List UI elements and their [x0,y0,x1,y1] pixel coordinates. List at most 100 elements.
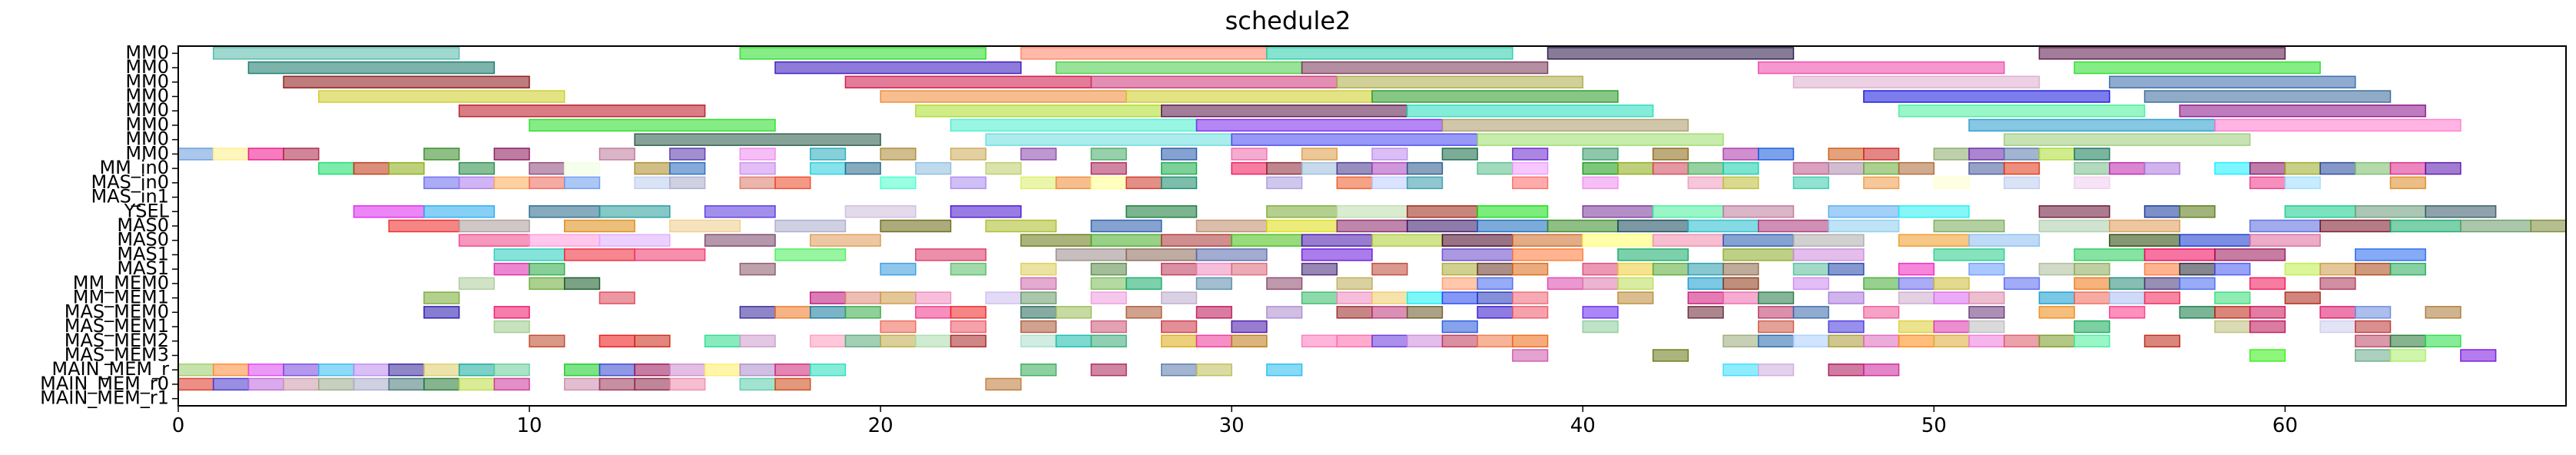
gantt-bar [1582,148,1619,161]
gantt-bar [1231,133,1478,146]
gantt-bar [1582,277,1619,291]
gantt-bar [493,262,530,276]
gantt-bar [1266,47,1513,60]
gantt-bar [1898,105,2146,118]
gantt-bar [1722,161,1759,175]
gantt-bar [1687,262,1724,276]
gantt-bar [739,47,986,60]
gantt-bar [2179,262,2216,276]
gantt-bar [1055,176,1092,190]
gantt-bar [1266,176,1303,190]
gantt-bar [598,363,635,377]
gantt-bar [1652,349,1689,362]
gantt-bar [2109,75,2356,89]
gantt-bar [1371,148,1408,161]
y-tick-label: MM_in0 [99,157,169,178]
gantt-bar [1547,219,1619,233]
gantt-bar [2038,262,2075,276]
gantt-bar [1371,306,1408,319]
gantt-bar [1792,262,1829,276]
gantt-bar [1020,234,1092,247]
gantt-bar [2143,334,2180,347]
gantt-bar [2530,219,2567,233]
gantt-bar [598,377,635,391]
gantt-bar [985,291,1022,304]
gantt-bar [493,248,565,261]
gantt-bar [739,161,776,175]
gantt-bar [1722,205,1795,218]
gantt-bar [1617,248,1689,261]
gantt-bar [1161,105,1408,118]
gantt-bar [1477,334,1513,347]
gantt-bar [1828,148,1865,161]
gantt-bar [1722,262,1759,276]
gantt-bar [739,306,776,319]
gantt-bar [283,377,320,391]
gantt-bar [458,176,496,190]
gantt-bar [2214,306,2251,319]
gantt-bar [1161,363,1198,377]
gantt-bar [774,363,811,377]
gantt-bar [1792,306,1829,319]
gantt-bar [1758,306,1795,319]
gantt-bar [2389,262,2426,276]
gantt-bar [1055,306,1092,319]
gantt-bar [1231,148,1268,161]
y-tick-label: MAS1 [117,243,169,264]
gantt-bar [2355,306,2392,319]
gantt-bar [2038,334,2075,347]
gantt-bar [2284,291,2321,304]
gantt-bar [247,377,284,391]
gantt-bar [2355,349,2392,362]
gantt-bar [2074,248,2146,261]
gantt-bar [1195,306,1232,319]
y-tick-label: MAS_MEM0 [65,301,169,322]
gantt-bar [1758,148,1795,161]
gantt-bar [493,363,530,377]
gantt-bar [1722,363,1759,377]
gantt-bar [212,47,460,60]
gantt-bar [2109,234,2180,247]
gantt-bar [1547,47,1795,60]
gantt-bar [1231,334,1268,347]
gantt-bar [318,363,355,377]
gantt-bar [1652,205,1724,218]
gantt-bar [1336,306,1373,319]
gantt-bar [1933,248,2005,261]
gantt-bar [1231,234,1303,247]
gantt-bar [1090,176,1127,190]
gantt-bar [1020,306,1057,319]
gantt-bar [669,363,706,377]
gantt-bar [1512,262,1549,276]
y-tick-label: MM0 [125,71,169,92]
gantt-bar [1301,148,1338,161]
gantt-bar [2074,176,2110,190]
gantt-bar [880,90,1127,103]
gantt-bar [774,219,847,233]
gantt-bar [2109,291,2146,304]
gantt-bar [1512,148,1549,161]
gantt-bar [353,205,425,218]
gantt-bar [2003,133,2251,146]
gantt-bar [985,161,1022,175]
gantt-bar [2249,277,2286,291]
gantt-bar [1406,176,1444,190]
y-tick-label: MM0 [125,85,169,107]
gantt-bar [1161,262,1198,276]
gantt-bar [844,205,917,218]
gantt-bar [1441,334,1478,347]
gantt-bar [1617,291,1654,304]
gantt-bar [423,363,460,377]
gantt-bar [1477,219,1549,233]
gantt-bar [2143,277,2180,291]
gantt-bar [1336,219,1408,233]
gantt-bar [1266,306,1303,319]
gantt-bar [2425,205,2497,218]
y-tick-label: MM0 [125,56,169,78]
gantt-bar [1441,320,1478,334]
gantt-bar [950,320,986,334]
y-tick-label: MAS_MEM1 [65,315,169,337]
gantt-bar [1020,291,1057,304]
gantt-bar [950,176,986,190]
gantt-bar [1090,161,1127,175]
